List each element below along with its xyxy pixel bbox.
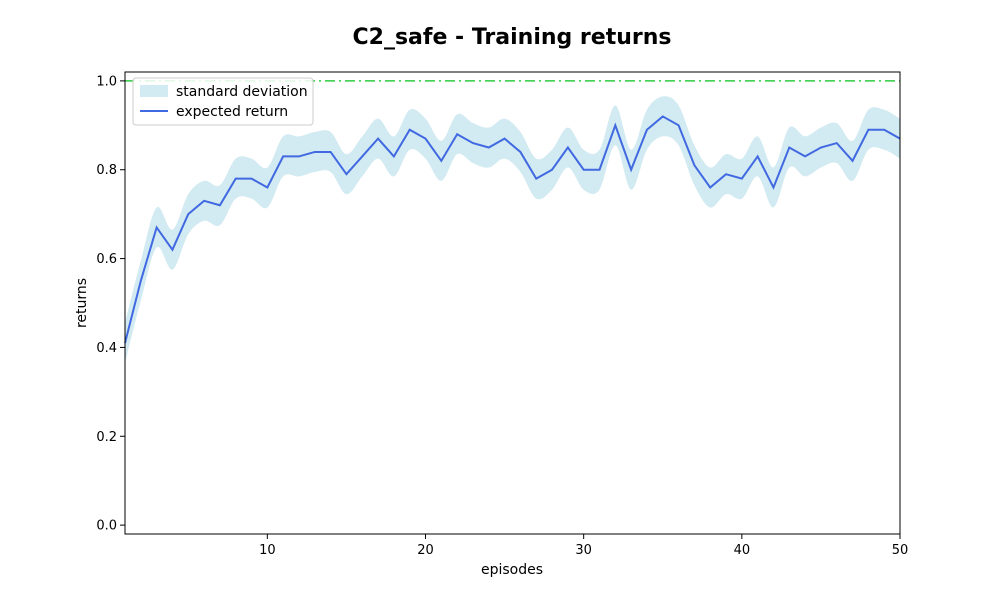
y-tick-label: 0.0: [96, 519, 117, 534]
x-axis-label: episodes: [481, 562, 543, 578]
y-tick-label: 0.8: [96, 163, 117, 178]
plot-frame: [124, 71, 901, 535]
legend: standard deviation expected return: [132, 77, 314, 126]
legend-label-std: standard deviation: [176, 84, 308, 100]
x-tick-label: 30: [575, 543, 592, 558]
chart-title: C2_safe - Training returns: [353, 25, 672, 50]
series-line-expected-return: [124, 115, 901, 344]
y-tick-label: 1.0: [96, 74, 117, 89]
x-tick-label: 10: [259, 543, 276, 558]
x-tick-label: 20: [417, 543, 434, 558]
legend-swatch-std: [140, 85, 168, 97]
y-axis-label: returns: [74, 278, 90, 328]
y-tick-label: 0.4: [96, 341, 117, 356]
y-tick-label: 0.2: [96, 430, 117, 445]
plot-area: 10 20 30 40 50 0.0 0.2 0.4 0.6 0.8 1.0: [96, 71, 909, 558]
x-tick-label: 50: [892, 543, 909, 558]
legend-box: [132, 77, 314, 126]
y-tick-label: 0.6: [96, 252, 117, 267]
legend-label-expected: expected return: [176, 104, 288, 120]
x-tick-label: 40: [734, 543, 751, 558]
std-band: [125, 96, 900, 363]
